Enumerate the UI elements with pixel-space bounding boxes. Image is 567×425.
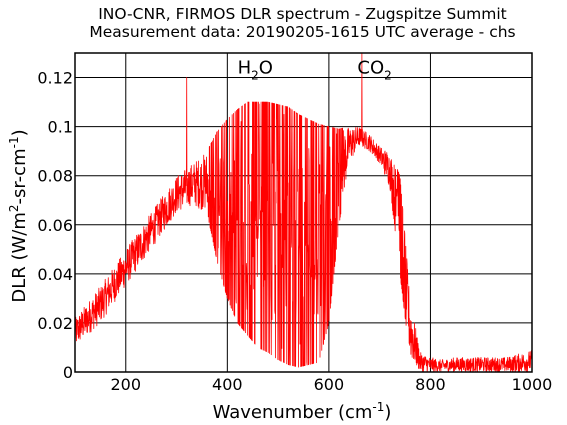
x-tick-label: 800: [415, 375, 446, 394]
molecule-label: H2O: [238, 57, 273, 82]
y-tick-label: 0.02: [37, 314, 73, 333]
grid-lines: [75, 53, 532, 372]
molecule-label: CO2: [357, 57, 391, 82]
x-tick-label: 400: [212, 375, 243, 394]
series-line-dlr: [74, 52, 533, 373]
x-axis-title: Wavenumber (cm-1): [213, 400, 392, 423]
y-tick-label: 0: [63, 363, 73, 382]
x-tick-label: 600: [314, 375, 345, 394]
y-tick-label: 0.08: [37, 167, 73, 186]
y-tick-label: 0.12: [37, 69, 73, 88]
y-tick-label: 0.04: [37, 265, 73, 284]
y-tick-label: 0.06: [37, 216, 73, 235]
x-tick-label: 1000: [512, 375, 553, 394]
chart-title: INO-CNR, FIRMOS DLR spectrum - Zugspitze…: [98, 5, 507, 23]
y-axis-title: DLR (W/m2-sr-cm-1): [7, 129, 30, 302]
axis-ticks: 200 400 600 800 1000 0 0.02 0.04 0.06 0.08 0.1 0.12: [37, 69, 552, 394]
x-tick-label: 200: [111, 375, 142, 394]
annotations: H2O CO2: [238, 57, 392, 82]
chart-subtitle: Measurement data: 20190205-1615 UTC aver…: [89, 23, 516, 41]
y-tick-label: 0.1: [48, 118, 73, 137]
plot-frame: [74, 52, 533, 373]
